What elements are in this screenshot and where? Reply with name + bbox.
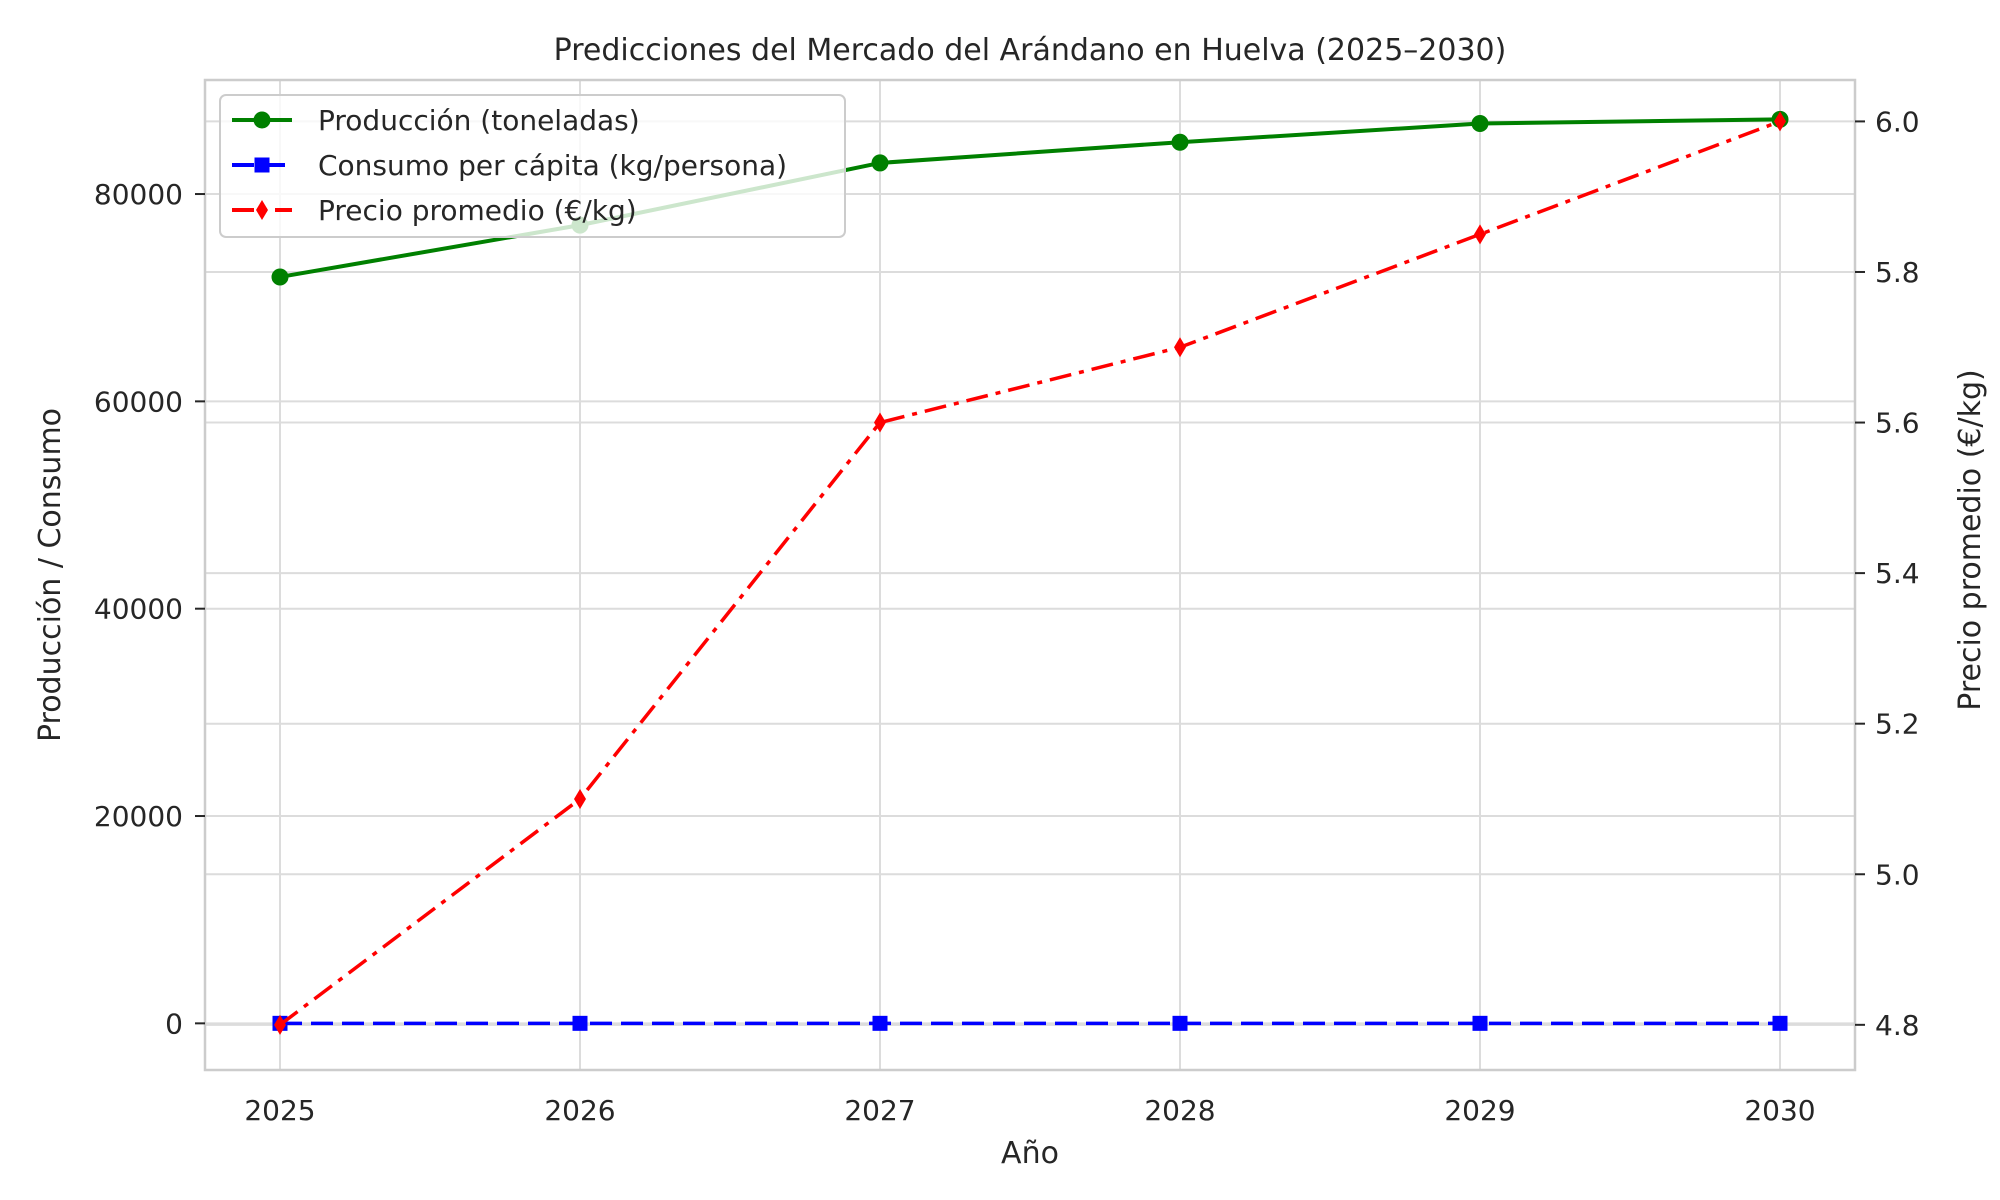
y-left-tick-label: 0 [165,1007,183,1040]
legend-label: Precio promedio (€/kg) [318,194,637,227]
x-tick-label: 2030 [1744,1094,1815,1127]
y-right-tick-label: 5.2 [1875,708,1920,741]
data-point [572,1015,588,1031]
series-line [278,119,1781,1027]
x-axis-title: Año [1001,1136,1059,1171]
x-tick-label: 2026 [544,1094,615,1127]
legend-marker [256,200,268,220]
data-point [871,154,889,172]
series-2 [274,111,1786,1035]
legend-item: Consumo per cápita (kg/persona) [232,149,787,182]
data-point [1774,111,1786,132]
data-point [1171,133,1189,151]
data-point [1472,1015,1488,1031]
data-point [872,1015,888,1031]
legend-marker [253,111,271,129]
y-left-tick-label: 20000 [94,800,183,833]
y-right-tick-label: 5.6 [1875,407,1920,440]
y-right-tick-label: 6.0 [1875,105,1920,138]
legend-item: Precio promedio (€/kg) [232,194,637,227]
data-point [1474,224,1486,245]
x-tick-label: 2027 [844,1094,915,1127]
chart-title: Predicciones del Mercado del Arándano en… [554,33,1507,68]
x-tick-label: 2029 [1444,1094,1515,1127]
y-left-tick-label: 40000 [94,593,183,626]
tick-labels: 2025 2026 2027 2028 2029 2030 0 20000 40000 60000… [94,105,1920,1127]
data-point [1174,337,1186,358]
data-point [1172,1015,1188,1031]
legend-label: Consumo per cápita (kg/persona) [318,149,787,182]
legend-marker [254,157,270,173]
legend-item: Producción (toneladas) [232,104,640,137]
y-left-tick-label: 80000 [94,178,183,211]
data-point [274,1014,286,1035]
data-point [271,268,289,286]
x-tick-label: 2025 [244,1094,315,1127]
plot-frame [203,78,1857,1072]
left-y-axis-title: Producción / Consumo [33,408,68,742]
y-right-tick-label: 5.4 [1875,557,1920,590]
legend-box [219,94,846,238]
y-right-tick-label: 4.8 [1875,1009,1920,1042]
y-left-tick-label: 60000 [94,385,183,418]
data-point [874,412,886,433]
y-right-tick-label: 5.8 [1875,256,1920,289]
series-1 [272,1015,1788,1031]
data-point [1772,1015,1788,1031]
legend-items: Producción (toneladas) Consumo per cápita… [232,104,787,227]
x-tick-label: 2028 [1144,1094,1215,1127]
legend: Producción (toneladas) Consumo per cápita… [219,94,846,238]
right-y-axis-title: Precio promedio (€/kg) [1953,369,1988,710]
data-point [1471,115,1489,133]
data-point [574,788,586,809]
legend-label: Producción (toneladas) [318,104,640,137]
y-right-tick-label: 5.0 [1875,858,1920,891]
